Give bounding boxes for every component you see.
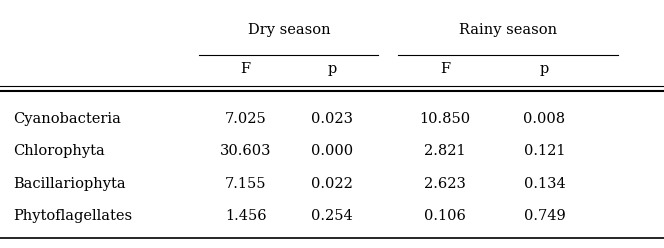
- Text: 0.254: 0.254: [311, 209, 353, 223]
- Text: 30.603: 30.603: [220, 144, 272, 158]
- Text: Dry season: Dry season: [248, 23, 330, 37]
- Text: 0.008: 0.008: [523, 112, 566, 126]
- Text: Phytoflagellates: Phytoflagellates: [13, 209, 132, 223]
- Text: 7.155: 7.155: [225, 177, 266, 190]
- Text: 2.623: 2.623: [424, 177, 466, 190]
- Text: 10.850: 10.850: [420, 112, 470, 126]
- Text: p: p: [540, 62, 549, 76]
- Text: 7.025: 7.025: [225, 112, 266, 126]
- Text: 0.022: 0.022: [311, 177, 353, 190]
- Text: Chlorophyta: Chlorophyta: [13, 144, 105, 158]
- Text: 0.000: 0.000: [311, 144, 353, 158]
- Text: 1.456: 1.456: [225, 209, 266, 223]
- Text: 0.023: 0.023: [311, 112, 353, 126]
- Text: Cyanobacteria: Cyanobacteria: [13, 112, 121, 126]
- Text: Bacillariophyta: Bacillariophyta: [13, 177, 126, 190]
- Text: 0.121: 0.121: [524, 144, 565, 158]
- Text: 2.821: 2.821: [424, 144, 465, 158]
- Text: F: F: [240, 62, 251, 76]
- Text: 0.749: 0.749: [524, 209, 565, 223]
- Text: Rainy season: Rainy season: [459, 23, 557, 37]
- Text: p: p: [327, 62, 337, 76]
- Text: 0.134: 0.134: [524, 177, 565, 190]
- Text: 0.106: 0.106: [424, 209, 466, 223]
- Text: F: F: [440, 62, 450, 76]
